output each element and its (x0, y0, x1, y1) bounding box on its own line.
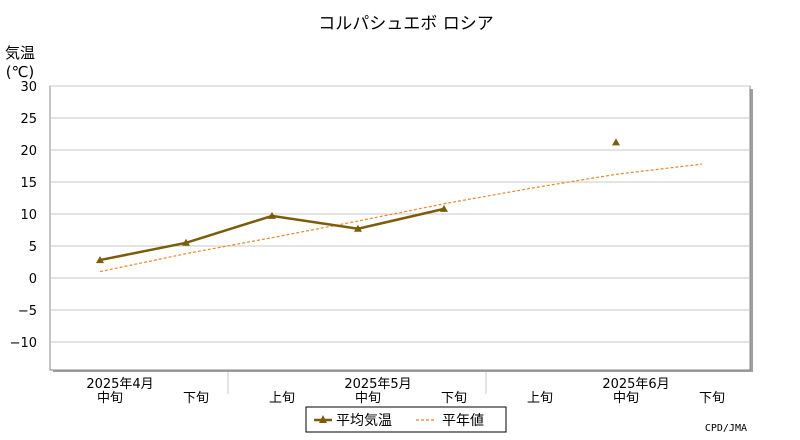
y-tick-label: −10 (10, 336, 37, 351)
x-tick-label: 中旬 (97, 391, 123, 406)
normal-line (99, 163, 703, 273)
legend-box (305, 406, 507, 433)
month-label: 2025年4月 (86, 377, 153, 392)
x-tick-label: 下旬 (183, 391, 209, 406)
month-label: 2025年6月 (602, 377, 669, 392)
y-tick-label: 5 (29, 240, 37, 255)
y-axis-ticks: 30 25 20 15 10 5 0 −5 −10 (10, 80, 37, 351)
legend: 平均気温 平年値 (305, 406, 507, 433)
series-average (96, 138, 620, 264)
chart-title: コルパシュエボ ロシア (318, 14, 493, 34)
month-label: 2025年5月 (344, 377, 411, 392)
x-tick-label: 下旬 (699, 391, 725, 406)
grid (50, 85, 750, 343)
plot-area (49, 85, 751, 371)
series-normal (99, 163, 703, 273)
y-axis-label: 気温 (5, 44, 35, 62)
legend-average-label: 平均気温 (336, 413, 392, 429)
x-tick-label: 中旬 (613, 391, 639, 406)
average-marker (354, 224, 362, 232)
y-tick-label: 20 (20, 144, 37, 159)
y-axis-unit: (℃) (6, 63, 35, 81)
y-tick-label: −5 (18, 304, 37, 319)
x-tick-label: 中旬 (355, 391, 381, 406)
average-marker (96, 256, 104, 264)
x-tick-label: 上旬 (527, 391, 553, 406)
average-marker (440, 204, 448, 212)
x-tick-label: 上旬 (269, 391, 295, 406)
average-marker (612, 138, 620, 146)
x-tick-label: 下旬 (441, 391, 467, 406)
average-marker (268, 211, 276, 219)
y-tick-label: 30 (20, 80, 37, 95)
x-axis-ticks: 中旬 下旬 上旬 中旬 下旬 上旬 中旬 下旬 2025年4月 2025年5月 2025年6月 (86, 372, 725, 406)
y-tick-label: 15 (20, 176, 37, 191)
legend-average-marker (319, 415, 327, 423)
y-tick-label: 10 (20, 208, 37, 223)
y-tick-label: 25 (20, 112, 37, 127)
y-tick-label: 0 (29, 272, 37, 287)
legend-normal-label: 平年値 (442, 413, 484, 429)
credit-label: CPD/JMA (705, 423, 747, 434)
average-marker (182, 238, 190, 246)
